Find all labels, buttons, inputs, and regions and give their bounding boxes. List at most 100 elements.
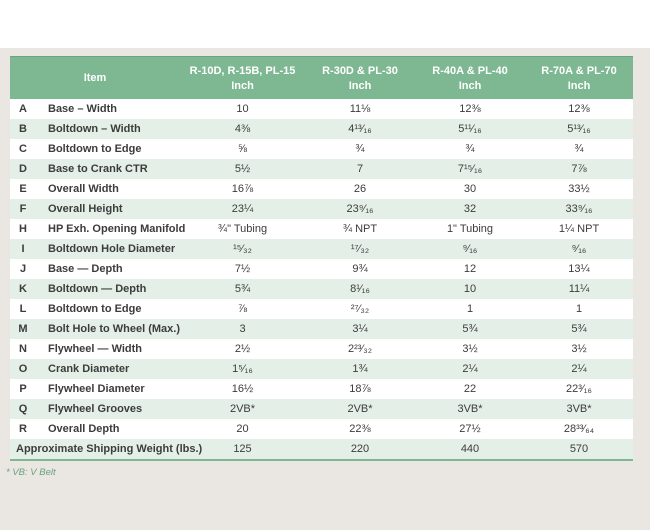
cell-value: 23¼ — [231, 203, 254, 216]
cell-value: 5¾ — [234, 283, 251, 296]
row-item-label: Overall Depth — [48, 423, 120, 436]
cell-value: 16⅞ — [231, 183, 254, 196]
cell-value: 1¾ — [352, 363, 368, 376]
row-letter: Q — [18, 403, 28, 416]
cell-value: 22 — [463, 383, 477, 396]
table-row: N Flywheel — Width 2½ 2²³⁄₃₂ 3½ 3½ — [10, 339, 633, 360]
table-row: M Bolt Hole to Wheel (Max.) 3 3¼ 5¾ 5¾ — [10, 319, 633, 340]
cell-value: 18⅞ — [349, 383, 371, 396]
cell-value: 7⅞ — [571, 163, 587, 176]
cell-value: 2VB* — [347, 403, 373, 416]
cell-value: 7¹⁵⁄₁₆ — [457, 163, 483, 176]
row-item-label: Boltdown to Edge — [48, 303, 142, 316]
cell-value: 570 — [569, 443, 589, 456]
table-row: A Base – Width 10 11⅛ 12⅜ 12⅜ — [10, 99, 633, 120]
row-letter: F — [19, 203, 27, 216]
cell-value: 13¼ — [568, 263, 590, 276]
cell-value: 4⅜ — [234, 123, 251, 136]
row-letter: D — [19, 163, 27, 176]
row-letter: R — [19, 423, 27, 436]
cell-value: 22⅜ — [349, 423, 371, 436]
cell-value: 9¾ — [352, 263, 368, 276]
cell-value: ¾ — [574, 143, 584, 156]
row-item-label: Overall Width — [48, 183, 119, 196]
cell-value: 125 — [233, 443, 252, 456]
row-item-label: Crank Diameter — [48, 363, 130, 376]
cell-value: 10 — [236, 103, 249, 116]
row-item-label: Base — Depth — [48, 263, 123, 276]
row-letter: J — [19, 263, 27, 276]
cell-value: ⅞ — [237, 303, 248, 316]
column-header-models: R-70A & PL-70 — [541, 65, 617, 77]
cell-value: 3 — [239, 323, 246, 336]
header-row: Item R-10D, R-15B, PL-15 Inch R-30D & PL… — [10, 56, 633, 100]
cell-value: 1" Tubing — [446, 223, 494, 236]
cell-value: 30 — [463, 183, 477, 196]
cell-value: 220 — [350, 443, 370, 456]
cell-value: 10 — [463, 283, 477, 296]
row-letter: L — [19, 303, 27, 316]
cell-value: 2¼ — [462, 363, 478, 376]
cell-value: 11¼ — [568, 283, 590, 296]
cell-value: ¹⁵⁄₃₂ — [233, 243, 252, 256]
cell-value: 5¾ — [571, 323, 587, 336]
table-row: O Crank Diameter 1⁵⁄₁₆ 1¾ 2¼ 2¼ — [10, 359, 633, 380]
column-header-r10d: R-10D, R-15B, PL-15 Inch — [180, 56, 305, 100]
row-letter: B — [19, 123, 27, 136]
cell-value: ¾ — [465, 143, 475, 156]
row-item-label: Flywheel — Width — [48, 343, 143, 356]
cell-value: 7 — [356, 163, 364, 176]
cell-value: 12⅜ — [568, 103, 590, 116]
column-header-unit: Inch — [231, 79, 254, 92]
cell-value: ⁹⁄₁₆ — [571, 243, 587, 256]
cell-value: 3¼ — [352, 323, 368, 336]
table-row: Q Flywheel Grooves 2VB* 2VB* 3VB* 3VB* — [10, 399, 633, 420]
cell-value: 3½ — [462, 343, 478, 356]
cell-value: 2¼ — [571, 363, 587, 376]
cell-value: 8¹⁄₁₆ — [350, 283, 370, 296]
cell-value: ⁹⁄₁₆ — [462, 243, 478, 256]
column-header-unit: Inch — [458, 79, 482, 92]
cell-value: ¾" Tubing — [217, 223, 268, 236]
cell-value: ¾ NPT — [342, 223, 378, 236]
cell-value: 5¹¹⁄₁₆ — [458, 123, 482, 136]
row-item-label: Flywheel Diameter — [48, 383, 145, 396]
cell-value: 22³⁄₁₆ — [566, 383, 592, 396]
cell-value: 7½ — [234, 263, 251, 276]
row-letter: M — [18, 323, 28, 336]
item-column-header-label: Item — [83, 72, 107, 85]
shipping-weight-row: Approximate Shipping Weight (lbs.) 125 220… — [10, 439, 633, 461]
cell-value: 3VB* — [566, 403, 592, 416]
cell-value: 12⅜ — [459, 103, 481, 116]
row-letter: O — [18, 363, 28, 376]
cell-value: 440 — [460, 443, 480, 456]
column-header-models: R-10D, R-15B, PL-15 — [189, 65, 296, 77]
top-margin — [0, 0, 650, 48]
table-row: P Flywheel Diameter 16½ 18⅞ 22 22³⁄₁₆ — [10, 379, 633, 400]
row-letter: N — [19, 343, 27, 356]
cell-value: 1⁵⁄₁₆ — [232, 363, 253, 376]
row-letter: C — [19, 143, 27, 156]
column-header-r30d: R-30D & PL-30 Inch — [305, 56, 415, 100]
column-header-r40a: R-40A & PL-40 Inch — [415, 56, 525, 100]
table-row: J Base — Depth 7½ 9¾ 12 13¼ — [10, 259, 633, 280]
row-letter: H — [19, 223, 27, 236]
cell-value: 20 — [236, 423, 249, 436]
table-row: D Base to Crank CTR 5½ 7 7¹⁵⁄₁₆ 7⅞ — [10, 159, 633, 180]
cell-value: 1¼ NPT — [558, 223, 600, 236]
cell-value: 1 — [575, 303, 583, 316]
cell-value: 28³³⁄₆₄ — [563, 423, 595, 436]
cell-value: 3½ — [571, 343, 587, 356]
table-body: A Base – Width 10 11⅛ 12⅜ 12⅜ B Boltdown – Widt… — [10, 99, 633, 461]
row-item-label: Boltdown to Edge — [48, 143, 142, 156]
row-item-label: Overall Height — [48, 203, 123, 216]
table-row: B Boltdown – Width 4⅜ 4¹³⁄₁₆ 5¹¹⁄₁₆ 5¹³⁄₁₆ — [10, 119, 633, 140]
row-item-label: Boltdown Hole Diameter — [48, 243, 176, 256]
dimensions-table: Item R-10D, R-15B, PL-15 Inch R-30D & PL… — [10, 56, 633, 462]
table-header: Item R-10D, R-15B, PL-15 Inch R-30D & PL… — [10, 56, 633, 100]
table-row: E Overall Width 16⅞ 26 30 33½ — [10, 179, 633, 200]
row-letter: K — [19, 283, 27, 296]
item-column-header: Item — [10, 56, 180, 100]
cell-value: 26 — [353, 183, 367, 196]
cell-value: 5½ — [234, 163, 251, 176]
